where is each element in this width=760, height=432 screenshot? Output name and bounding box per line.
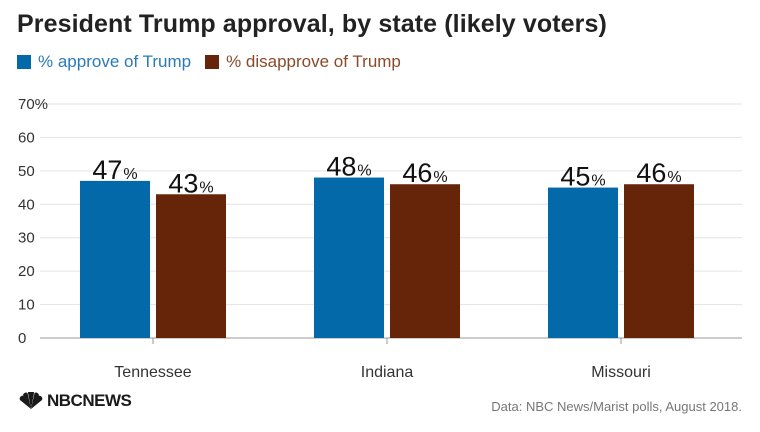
data-label: 46% [636,158,681,188]
legend-label-approve: % approve of Trump [38,52,192,71]
x-tick-label: Tennessee [114,364,191,381]
legend-label-disapprove: % disapprove of Trump [226,52,401,71]
y-tick-label: 30 [18,230,35,247]
nbc-news-logo-text: NBCNEWS [47,391,132,410]
chart-legend: % approve of Trump % disapprove of Trump [17,52,415,72]
y-tick-label: 50 [18,163,35,180]
y-tick-label: 20 [18,263,35,280]
data-label: 47% [92,155,137,185]
x-tick-label: Indiana [361,364,414,381]
y-tick-label: 40 [18,196,35,213]
source-note: Data: NBC News/Marist polls, August 2018… [491,399,742,414]
y-tick-label: 60 [18,129,35,146]
legend-item-approve: % approve of Trump [17,52,191,72]
nbc-news-logo: NBCNEWS [18,391,132,411]
y-tick-label: 10 [18,297,35,314]
legend-swatch-disapprove [205,55,220,69]
bar-missouri-disapprove [624,184,694,338]
x-tick-label: Missouri [591,364,651,381]
data-label: 43% [168,168,213,198]
bar-tennessee-disapprove [156,194,226,338]
bar-indiana-disapprove [390,184,460,338]
legend-swatch-approve [17,55,31,69]
bar-tennessee-approve [80,180,150,338]
data-label: 45% [560,162,605,192]
y-tick-label: 70% [18,96,48,113]
chart-title: President Trump approval, by state (like… [17,10,607,38]
bar-indiana-approve [314,177,384,338]
data-label: 48% [326,152,371,182]
bar-missouri-approve [548,187,618,338]
y-tick-label: 0 [18,330,26,347]
legend-item-disapprove: % disapprove of Trump [205,52,401,72]
data-label: 46% [402,158,447,188]
peacock-icon [19,392,43,409]
